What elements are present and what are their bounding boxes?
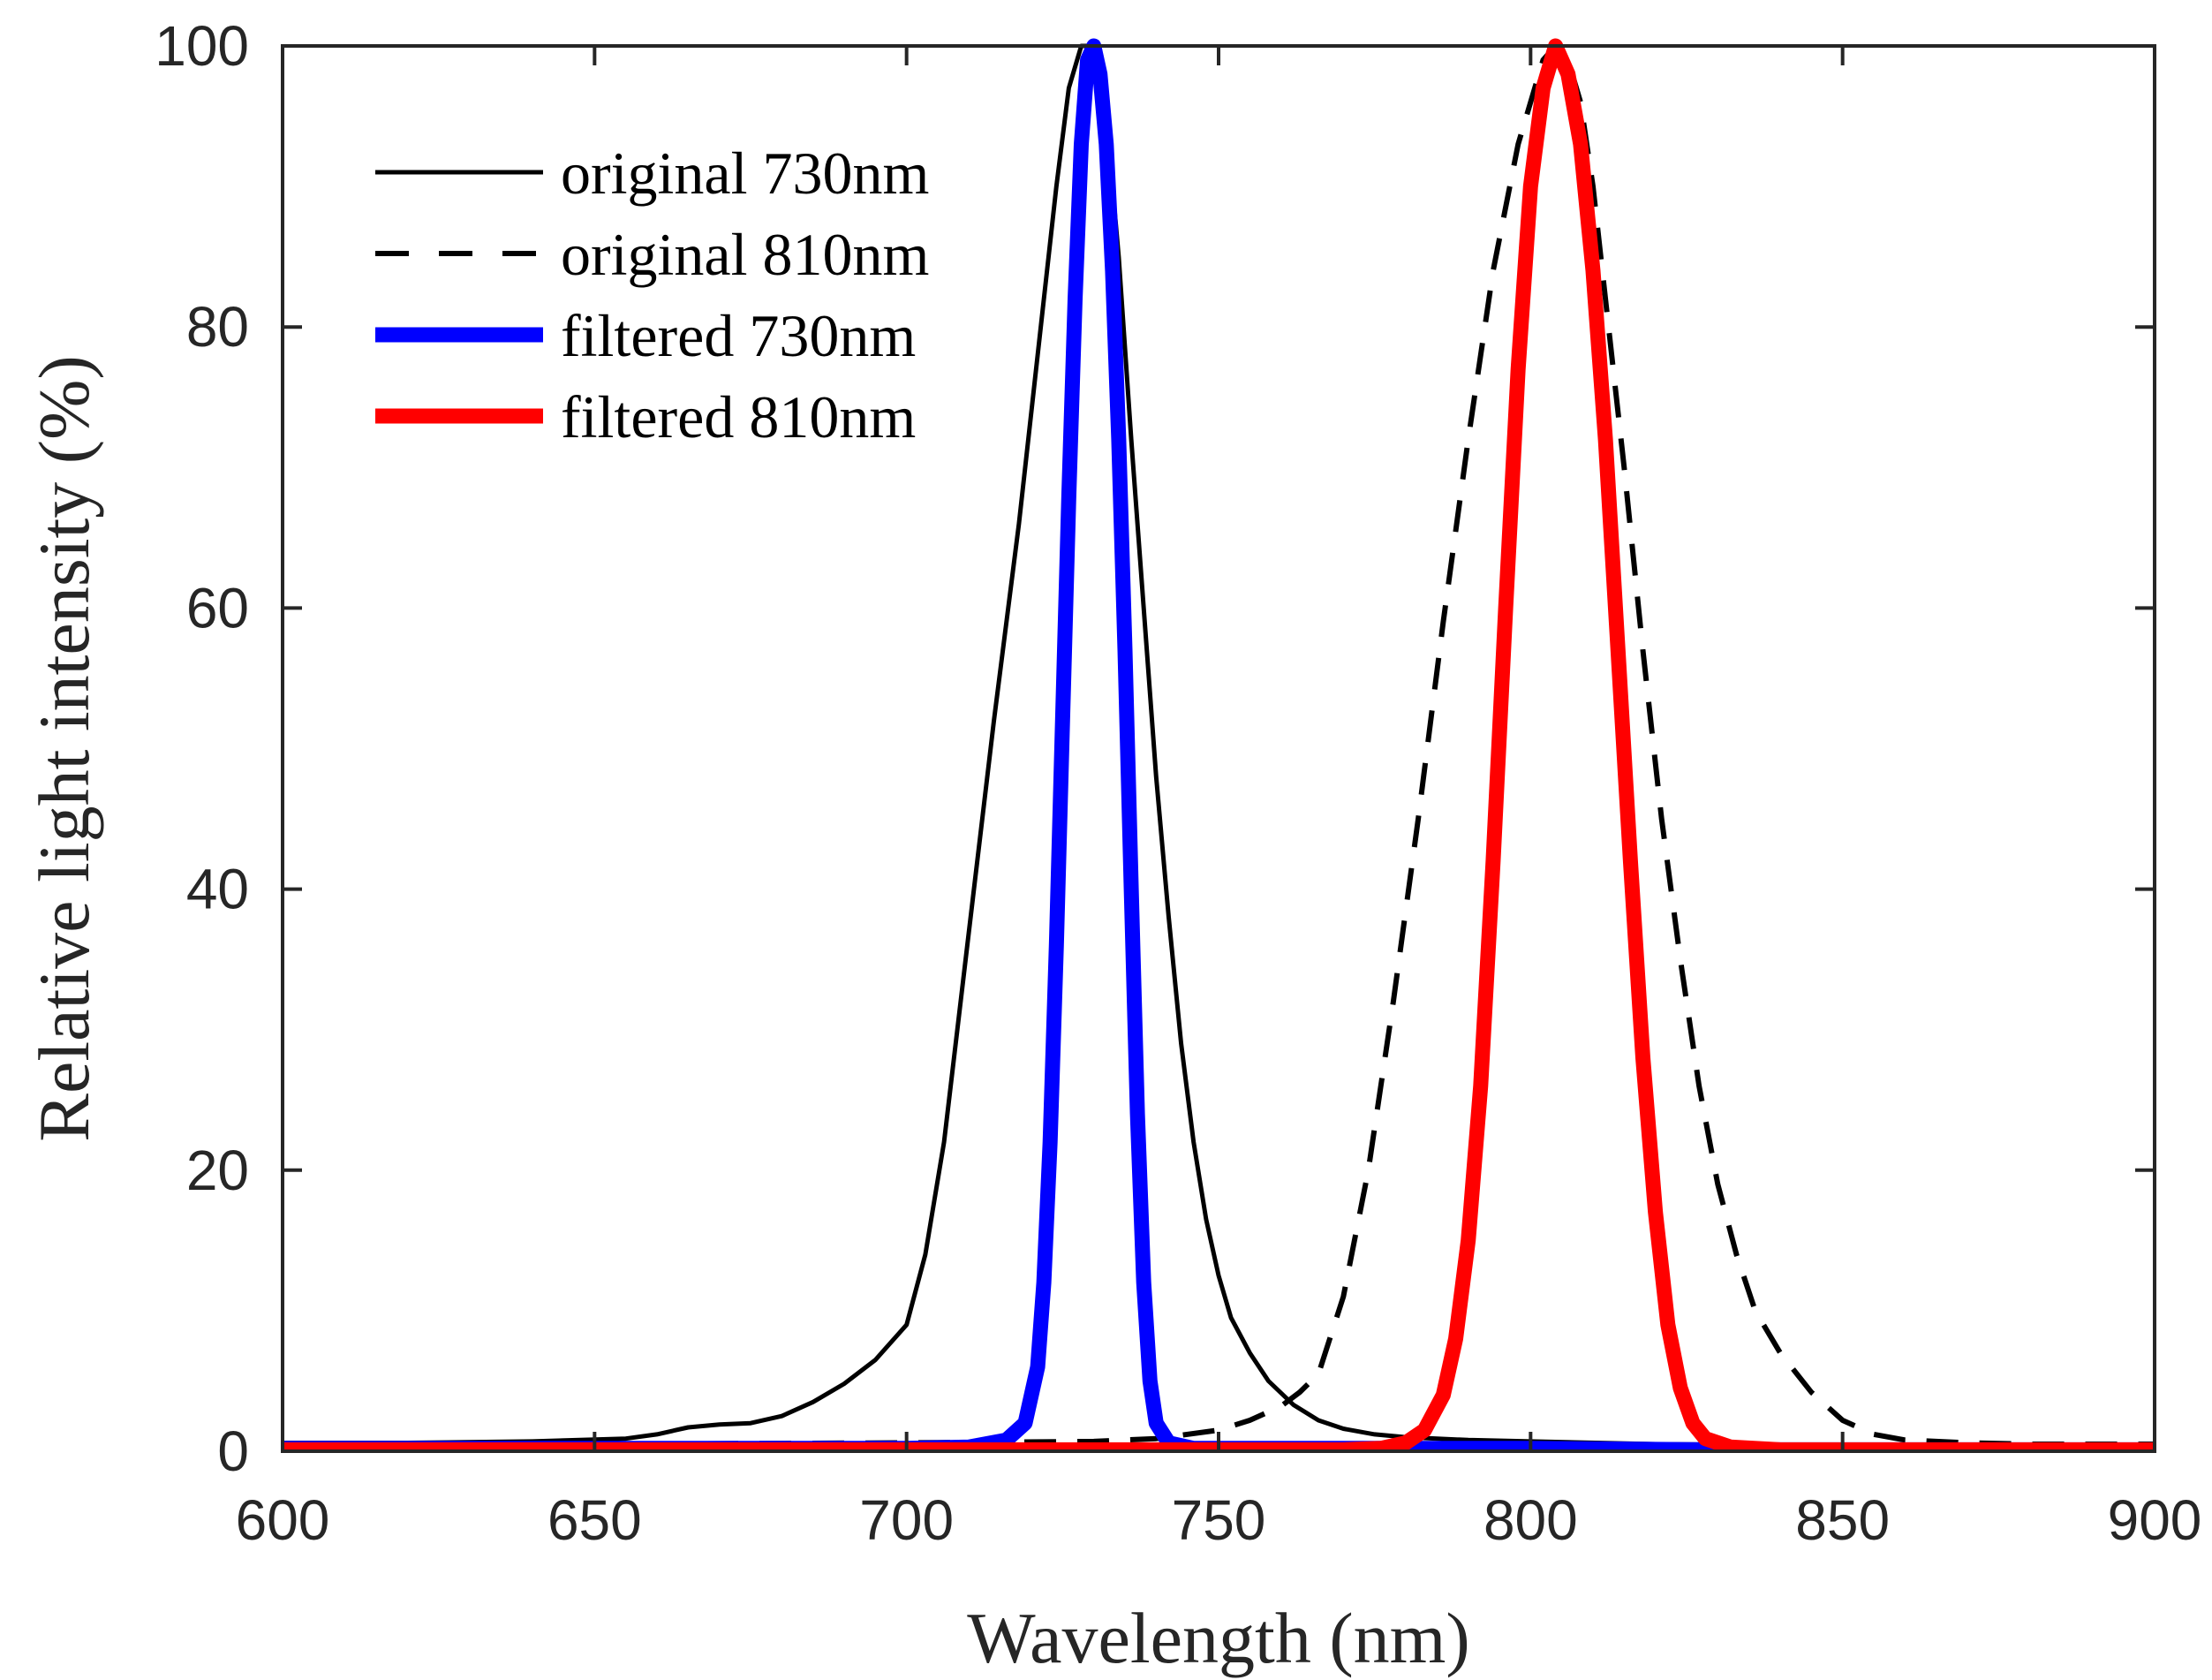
x-tick-label: 650 [547, 1488, 642, 1552]
x-tick-label: 600 [236, 1488, 330, 1552]
y-tick-label: 40 [186, 858, 249, 921]
series-layer [283, 38, 2155, 1451]
x-axis-label: Wavelength (nm) [967, 1598, 1469, 1678]
x-tick-label: 900 [2108, 1488, 2202, 1552]
ticks-layer: 600 650 700 750 800 850 900 0 20 40 60 80 100 [155, 14, 2201, 1552]
legend-label: original 730nm [561, 140, 929, 207]
legend-label: filtered 730nm [561, 302, 916, 369]
y-tick-label: 80 [186, 295, 249, 359]
y-tick-label: 0 [217, 1419, 249, 1483]
series-line-filtered-810nm [283, 38, 2155, 1451]
y-tick-label: 100 [155, 14, 249, 78]
y-axis-label: Relative light intensity (%) [24, 355, 104, 1141]
legend-label: original 810nm [561, 221, 929, 288]
series-line-filtered-730nm [283, 38, 2155, 1451]
x-tick-label: 700 [859, 1488, 954, 1552]
legend: original 730nm original 810nm filtered 730… [375, 140, 929, 450]
x-tick-label: 850 [1795, 1488, 1890, 1552]
legend-label: filtered 810nm [561, 383, 916, 450]
series-line-original-810nm [283, 43, 2155, 1447]
y-tick-label: 60 [186, 576, 249, 639]
x-tick-label: 800 [1483, 1488, 1578, 1552]
x-tick-label: 750 [1172, 1488, 1266, 1552]
y-tick-label: 20 [186, 1139, 249, 1202]
